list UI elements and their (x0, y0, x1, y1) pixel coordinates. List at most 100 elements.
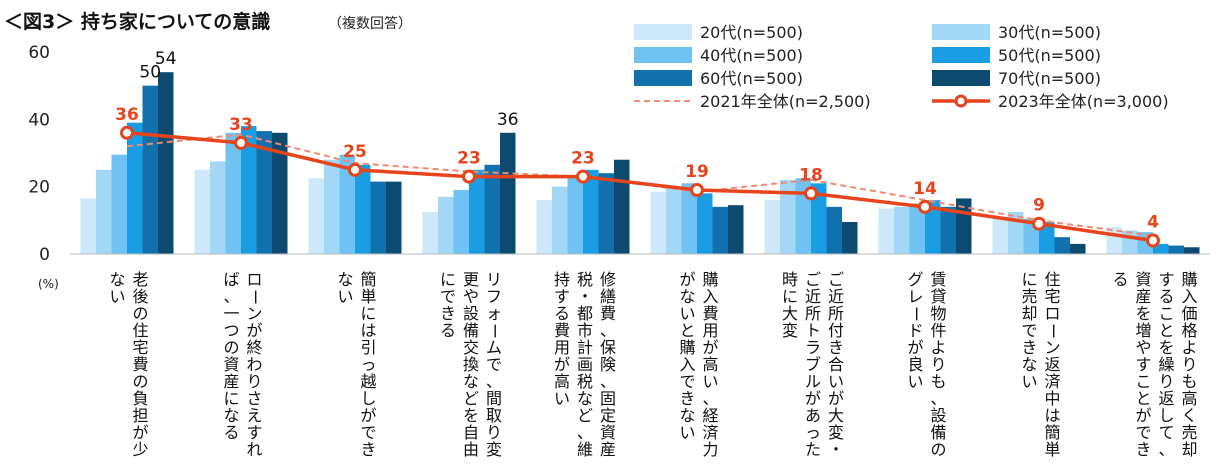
category-label-char: き (1021, 338, 1037, 357)
category-label-char: い (907, 372, 923, 391)
category-label-char: ブ (805, 355, 821, 374)
category-label-char: れ (246, 440, 262, 459)
category-label-char: す (246, 423, 262, 442)
category-label-char: 備 (930, 423, 946, 442)
category-label-char: す (1135, 355, 1151, 374)
line-2023-value-label: 25 (343, 142, 367, 162)
bar (500, 132, 516, 254)
category-label-char: の (132, 304, 148, 323)
category-label-char: 物 (930, 304, 946, 323)
line-2023-marker (120, 125, 134, 140)
line-2023-value-label: 4 (1147, 213, 1159, 233)
category-label-char: ド (907, 321, 923, 340)
chart-title: ＜図3＞ 持ち家についての意識 (4, 10, 270, 33)
bar (583, 169, 599, 254)
chart-title-note: （複数回答） (328, 15, 412, 32)
category-label-char: た (805, 440, 821, 459)
bar (1168, 245, 1184, 254)
legend-swatch (932, 47, 990, 63)
category-label-char: 資 (223, 355, 239, 374)
category-label-char: 保 (600, 338, 616, 357)
category-label-char: 済 (702, 423, 718, 442)
category-label-char: で (1021, 321, 1037, 340)
bar (158, 72, 174, 254)
bars (70, 72, 1210, 255)
category-label-char: 産 (600, 440, 616, 459)
bar (210, 161, 226, 254)
line-2023-marker (804, 186, 818, 201)
bar (650, 191, 666, 254)
category-label-char: 合 (828, 355, 844, 374)
category-label-char: 、 (486, 372, 502, 391)
category-label-char: 換 (463, 355, 479, 374)
bar (842, 222, 858, 254)
category-label-char: と (1158, 321, 1174, 340)
category-label-char: 少 (132, 440, 148, 459)
bar (272, 132, 288, 254)
category-label-char: な (223, 406, 239, 425)
category-label-char: さ (246, 389, 262, 408)
category-label-char: が (1135, 406, 1151, 425)
category-label-char: 繕 (600, 287, 616, 306)
bar (80, 198, 96, 254)
category-label-char: ー (1044, 323, 1063, 339)
category-label-char: 維 (577, 440, 593, 459)
line-2023-value-label: 9 (1033, 196, 1045, 216)
category-label-char: 費 (600, 304, 616, 323)
category-label-char: ム (486, 338, 502, 357)
bar (308, 178, 324, 254)
category-label-char: き (1135, 440, 1151, 459)
category-label-char: ン (246, 304, 262, 323)
bar (666, 186, 682, 254)
category-label-char: が (702, 338, 718, 357)
category-label-char: ォ (486, 304, 502, 323)
category-label-char: な (463, 372, 479, 391)
y-axis-unit: (%) (38, 277, 59, 291)
line-2023-marker (1146, 233, 1160, 248)
category-label-char: 単 (1044, 440, 1060, 459)
y-tick-label: 0 (39, 245, 50, 265)
category-label-char: い (1021, 372, 1037, 391)
bar (438, 196, 454, 254)
category-label-char: で (486, 355, 502, 374)
y-tick-label: 20 (28, 178, 50, 198)
category-label-char: 宅 (132, 338, 148, 357)
line-2023-marker (918, 199, 932, 214)
category-label-char: 自 (463, 423, 479, 442)
category-label-char: 更 (463, 270, 479, 289)
line-2021 (126, 133, 1154, 237)
bar (225, 132, 241, 254)
category-label-char: い (109, 287, 125, 306)
bar (728, 205, 744, 254)
bar (909, 203, 925, 254)
bar (878, 208, 894, 254)
category-label-char: 、 (223, 287, 239, 306)
category-label-char: 担 (132, 406, 148, 425)
category-label-char: フ (486, 287, 502, 306)
bar (764, 200, 780, 254)
category-label-char: 由 (463, 440, 479, 459)
bar (324, 159, 340, 254)
category-label-char: 設 (463, 304, 479, 323)
bar (894, 206, 910, 254)
bar (712, 206, 728, 254)
bar (127, 122, 143, 254)
category-label-char: 産 (1135, 287, 1151, 306)
line-2023-value-label: 19 (685, 162, 709, 182)
bar (386, 181, 402, 254)
legend-swatch (932, 24, 990, 40)
category-label-char: な (337, 270, 353, 289)
category-label-char: も (930, 372, 946, 391)
category-label-char: に (223, 389, 239, 408)
category-label-char: レ (907, 287, 923, 306)
bar (598, 173, 614, 254)
category-label-char: 簡 (360, 270, 376, 289)
category-label-char: よ (1181, 338, 1197, 357)
line-2023-marker (576, 169, 590, 184)
category-label-char: 増 (1135, 321, 1151, 340)
category-label-char: ー (907, 306, 926, 322)
category-label-char: し (1158, 406, 1174, 425)
